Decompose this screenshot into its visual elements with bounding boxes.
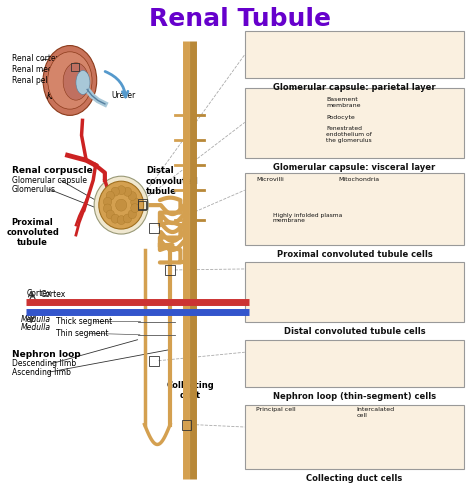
Bar	[149, 222, 158, 232]
Text: Renal cortex: Renal cortex	[11, 54, 60, 63]
Bar	[245, 340, 464, 387]
Text: Renal Tubule: Renal Tubule	[149, 7, 331, 31]
Circle shape	[111, 187, 119, 196]
Ellipse shape	[63, 63, 89, 100]
Circle shape	[103, 198, 112, 206]
Circle shape	[103, 204, 112, 213]
Text: Renal corpuscle: Renal corpuscle	[11, 166, 92, 174]
Text: Proximal convoluted tubule cells: Proximal convoluted tubule cells	[276, 250, 432, 259]
Text: Proximal
convoluted
tubule: Proximal convoluted tubule	[6, 218, 59, 248]
Text: Ureter: Ureter	[112, 91, 136, 100]
Text: Nephron loop (thin-segment) cells: Nephron loop (thin-segment) cells	[273, 392, 436, 401]
Text: Mitochondria: Mitochondria	[338, 176, 379, 182]
Text: Podocyte: Podocyte	[327, 116, 355, 120]
Circle shape	[106, 210, 115, 219]
Circle shape	[117, 186, 126, 194]
Circle shape	[106, 191, 115, 200]
Text: Distal
convoluted
tubule: Distal convoluted tubule	[146, 166, 199, 196]
Bar	[245, 88, 464, 158]
Text: Renal medulla: Renal medulla	[11, 65, 66, 74]
Circle shape	[131, 198, 139, 206]
Text: Glomerular capsule: visceral layer: Glomerular capsule: visceral layer	[273, 162, 436, 172]
Text: Collecting
duct: Collecting duct	[166, 381, 214, 400]
Circle shape	[128, 210, 137, 218]
Text: Microvilli: Microvilli	[256, 176, 284, 182]
Bar	[245, 404, 464, 469]
Text: Thick segment: Thick segment	[56, 317, 112, 326]
Ellipse shape	[48, 52, 92, 109]
Circle shape	[94, 176, 148, 234]
Ellipse shape	[43, 46, 97, 116]
Bar	[182, 420, 191, 430]
Text: Collecting duct cells: Collecting duct cells	[306, 474, 402, 484]
Text: Fenestrated
endothelium of
the glomerulus: Fenestrated endothelium of the glomerulu…	[327, 126, 372, 143]
Text: Descending limb: Descending limb	[11, 359, 76, 368]
Circle shape	[131, 204, 139, 212]
Circle shape	[128, 192, 137, 200]
Circle shape	[123, 214, 132, 223]
Circle shape	[111, 214, 119, 223]
Ellipse shape	[76, 70, 90, 94]
Bar	[71, 62, 79, 72]
Text: Kidney: Kidney	[46, 92, 73, 101]
Text: Thin segment: Thin segment	[56, 329, 109, 338]
Bar	[245, 262, 464, 322]
Text: Medulla: Medulla	[21, 315, 51, 324]
Circle shape	[99, 181, 144, 229]
Bar	[149, 356, 158, 366]
Text: Principal cell: Principal cell	[256, 407, 296, 412]
Bar	[137, 201, 146, 210]
Text: Highly infolded plasma
membrane: Highly infolded plasma membrane	[273, 212, 342, 224]
Text: Nephron loop: Nephron loop	[11, 350, 80, 359]
Text: Glomerular capsule: parietal layer: Glomerular capsule: parietal layer	[273, 83, 436, 92]
Text: Medulla: Medulla	[21, 323, 51, 332]
Circle shape	[116, 199, 127, 211]
Bar	[165, 265, 175, 275]
Circle shape	[117, 216, 126, 224]
Text: Ascending limb: Ascending limb	[11, 368, 71, 376]
Text: Cortex: Cortex	[40, 290, 66, 300]
Bar	[245, 30, 464, 78]
Bar	[137, 199, 147, 209]
Circle shape	[123, 188, 132, 196]
Text: Glomerular capsule: Glomerular capsule	[11, 176, 87, 184]
Text: Distal convoluted tubule cells: Distal convoluted tubule cells	[283, 328, 425, 336]
Text: Cortex: Cortex	[27, 290, 52, 298]
Bar	[245, 172, 464, 245]
Text: Renal pelvis: Renal pelvis	[11, 76, 58, 85]
Text: Basement
membrane: Basement membrane	[327, 98, 361, 108]
Text: Glomerulus: Glomerulus	[11, 184, 55, 194]
Text: Intercalated
cell: Intercalated cell	[357, 407, 395, 418]
